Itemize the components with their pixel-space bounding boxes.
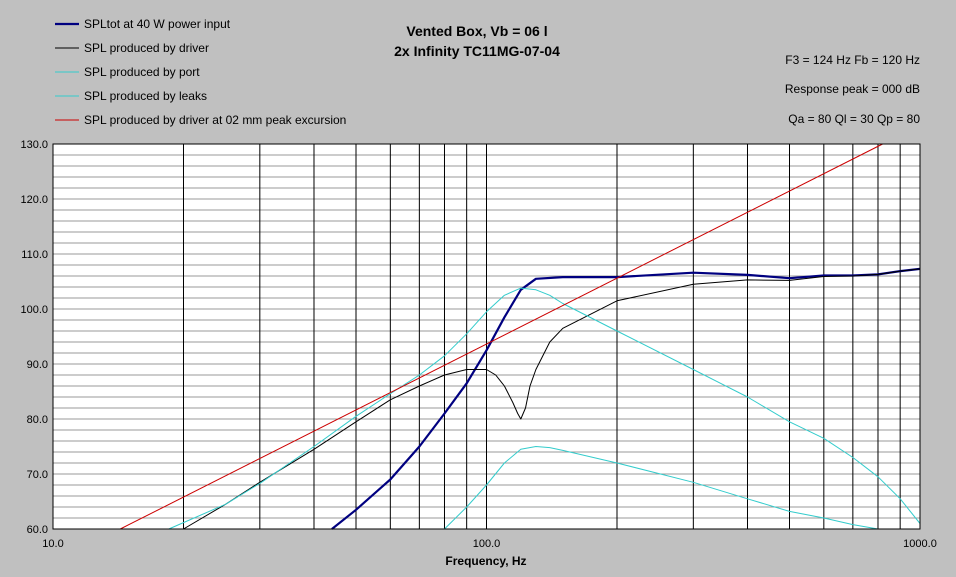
- x-tick-label: 1000.0: [903, 538, 937, 550]
- y-tick-label: 90.0: [27, 359, 48, 371]
- y-tick-label: 130.0: [20, 139, 48, 151]
- y-tick-label: 80.0: [27, 414, 48, 426]
- series-spl-produced-by-driver: [183, 268, 921, 530]
- x-tick-labels: 10.0 100.0 1000.0: [42, 538, 937, 550]
- x-tick-label: 100.0: [473, 538, 501, 550]
- legend-label: SPL produced by driver at 02 mm peak exc…: [84, 113, 346, 127]
- y-tick-label: 110.0: [21, 249, 48, 261]
- chart-subtitle: 2x Infinity TC11MG-07-04: [394, 43, 560, 59]
- y-tick-label: 100.0: [20, 304, 48, 316]
- y-tick-label: 70.0: [27, 469, 48, 481]
- y-tick-label: 120.0: [20, 194, 48, 206]
- plot-border: [52, 143, 921, 530]
- legend-label: SPL produced by leaks: [84, 89, 207, 103]
- x-axis-label: Frequency, Hz: [445, 554, 526, 568]
- y-tick-label: 60.0: [27, 524, 48, 536]
- series-spl-produced-by-leaks: [444, 446, 879, 530]
- annotation-f3-fb: F3 = 124 Hz Fb = 120 Hz: [785, 53, 920, 67]
- series-spltot-at-40-w-power-input: [331, 267, 921, 530]
- x-tick-label: 10.0: [42, 538, 63, 550]
- legend-label: SPLtot at 40 W power input: [84, 17, 231, 31]
- y-tick-labels: 60.0 70.0 80.0 90.0 100.0 110.0 120.0 130.0: [20, 139, 48, 536]
- annotation-q-values: Qa = 80 Ql = 30 Qp = 80: [788, 112, 920, 126]
- annotation-response-peak: Response peak = 000 dB: [785, 82, 920, 96]
- series-spl-produced-by-driver-at-02-mm-peak-excursion: [120, 143, 883, 530]
- series-spl-produced-by-port: [168, 287, 921, 530]
- series-layer: [120, 143, 921, 530]
- chart-title: Vented Box, Vb = 06 l: [406, 23, 547, 39]
- grid: [53, 144, 920, 529]
- legend: SPLtot at 40 W power input SPL produced b…: [55, 17, 346, 127]
- legend-label: SPL produced by driver: [84, 41, 209, 55]
- legend-label: SPL produced by port: [84, 65, 200, 79]
